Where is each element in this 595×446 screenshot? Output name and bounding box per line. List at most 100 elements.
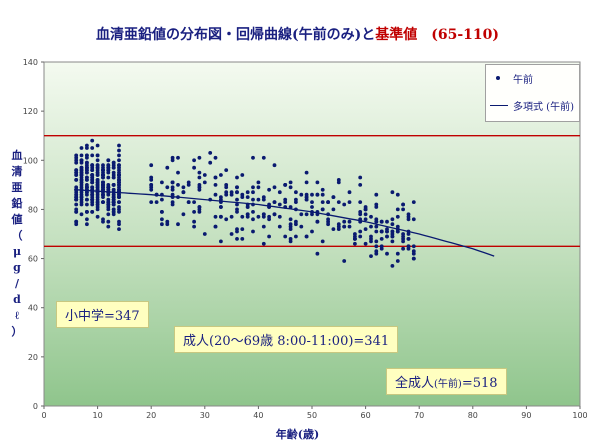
data-point [101,180,105,185]
data-point [160,222,164,227]
y-tick-label: 20 [28,353,38,362]
data-point [117,200,121,205]
data-point [395,207,400,212]
data-point [315,212,320,217]
data-point [74,178,79,182]
data-point [181,185,186,190]
data-point [331,207,336,212]
data-point [315,219,320,224]
y-axis-label-char: ） [11,325,23,338]
data-point [235,227,239,232]
data-point [197,155,202,160]
data-point [90,180,95,185]
data-point [85,168,89,173]
data-point [369,234,373,239]
data-point [111,160,116,165]
data-point [288,227,293,232]
data-point [315,192,320,197]
data-point [79,197,84,202]
data-point [245,214,250,219]
data-point [390,217,395,222]
data-point [235,190,239,195]
data-point [170,195,175,200]
data-point [235,207,239,212]
data-point [358,229,363,234]
data-point [369,214,373,219]
data-point [299,224,304,229]
x-tick-label: 90 [521,411,531,420]
data-point [192,224,197,229]
data-point [251,202,255,207]
data-point [90,146,95,150]
data-point [219,214,223,219]
data-point [106,187,111,192]
data-point [277,214,282,219]
data-point [181,212,186,217]
data-point [379,229,384,234]
data-point [95,195,100,200]
data-point [117,148,121,153]
data-point [245,195,250,200]
data-point [299,212,304,217]
data-point [149,183,154,187]
data-point [363,217,368,222]
data-point [74,173,79,177]
data-point [390,234,395,239]
data-point [192,158,197,163]
data-point [288,185,293,190]
data-point [379,246,384,251]
data-point [79,165,84,170]
annotation-children: 小中学=347 [56,301,149,328]
data-point [401,232,405,236]
data-point [374,229,379,234]
data-point [117,180,121,185]
data-point [240,173,245,177]
data-point [390,190,395,195]
data-point [170,158,175,163]
y-tick-label: 80 [28,205,38,214]
data-point [369,239,373,244]
data-point [79,146,84,150]
data-point [363,241,368,246]
data-point [165,219,170,224]
y-axis-label-char: μ [12,245,22,258]
data-point [111,207,116,212]
data-point [358,234,363,239]
data-point [101,168,105,173]
data-point [79,178,84,182]
data-point [251,185,255,190]
data-point [106,165,111,170]
data-point [294,219,298,224]
chart-title: 血清亜鉛値の分布図・回帰曲線(午前のみ)と基準値 (65-110) [0,24,595,44]
data-point [251,217,255,222]
data-point [213,214,218,219]
y-axis-label-char: ℓ [14,309,20,322]
data-point [310,205,314,209]
data-point [106,219,111,224]
data-point [74,202,79,207]
y-axis-label: 血清亜鉛値 （ μ g / d ℓ ） [9,148,25,340]
data-point [374,224,379,229]
data-point [79,183,84,187]
y-tick-label: 40 [28,304,38,313]
data-point [363,212,368,217]
x-tick-label: 40 [253,411,263,420]
data-point [186,180,191,185]
data-point [401,237,405,241]
data-point [385,234,389,239]
data-point [85,146,89,150]
data-point [272,200,277,205]
data-point [101,163,105,168]
data-point [374,205,379,209]
data-point [395,214,400,219]
all-adults-count: =518 [461,376,498,391]
data-point [336,200,341,205]
data-point [197,175,202,180]
data-point [288,205,293,209]
x-tick-label: 70 [414,411,424,420]
data-point [411,200,416,205]
data-point [79,202,84,207]
data-point [283,183,288,187]
data-point [411,256,416,261]
data-point [219,239,223,244]
